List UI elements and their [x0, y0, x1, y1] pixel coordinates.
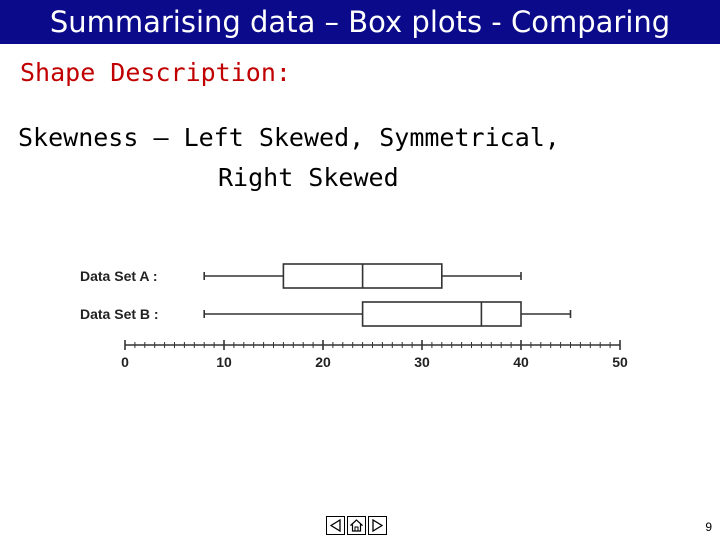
next-slide-button[interactable]: [368, 516, 387, 535]
tick-label: 10: [216, 354, 232, 370]
house-icon: [350, 519, 363, 532]
box-plot-figure: Data Set A : Data Set B : 0 10 20 30 40 50: [70, 245, 650, 375]
previous-slide-button[interactable]: [326, 516, 345, 535]
dataset-label: Data Set A :: [80, 268, 158, 284]
tick-label: 20: [315, 354, 331, 370]
tick-label: 40: [513, 354, 529, 370]
skewness-line-2: Right Skewed: [218, 163, 399, 192]
slide-title: Summarising data – Box plots - Comparing: [0, 0, 720, 44]
skewness-line-1: Skewness – Left Skewed, Symmetrical,: [18, 123, 560, 152]
shape-description-heading: Shape Description:: [20, 58, 291, 87]
tick-label: 50: [612, 354, 628, 370]
triangle-right-icon: [372, 519, 383, 532]
home-button[interactable]: [347, 516, 366, 535]
box-plot-svg: Data Set A : Data Set B : 0 10 20 30 40 50: [80, 263, 628, 370]
tick-label: 0: [121, 354, 129, 370]
skewness-text: Skewness – Left Skewed, Symmetrical, Rig…: [18, 118, 708, 198]
page-number: 9: [705, 520, 712, 534]
triangle-left-icon: [330, 519, 341, 532]
dataset-label: Data Set B :: [80, 306, 159, 322]
box: [361, 301, 522, 327]
slide-navigation: [326, 516, 387, 535]
tick-label: 30: [414, 354, 430, 370]
